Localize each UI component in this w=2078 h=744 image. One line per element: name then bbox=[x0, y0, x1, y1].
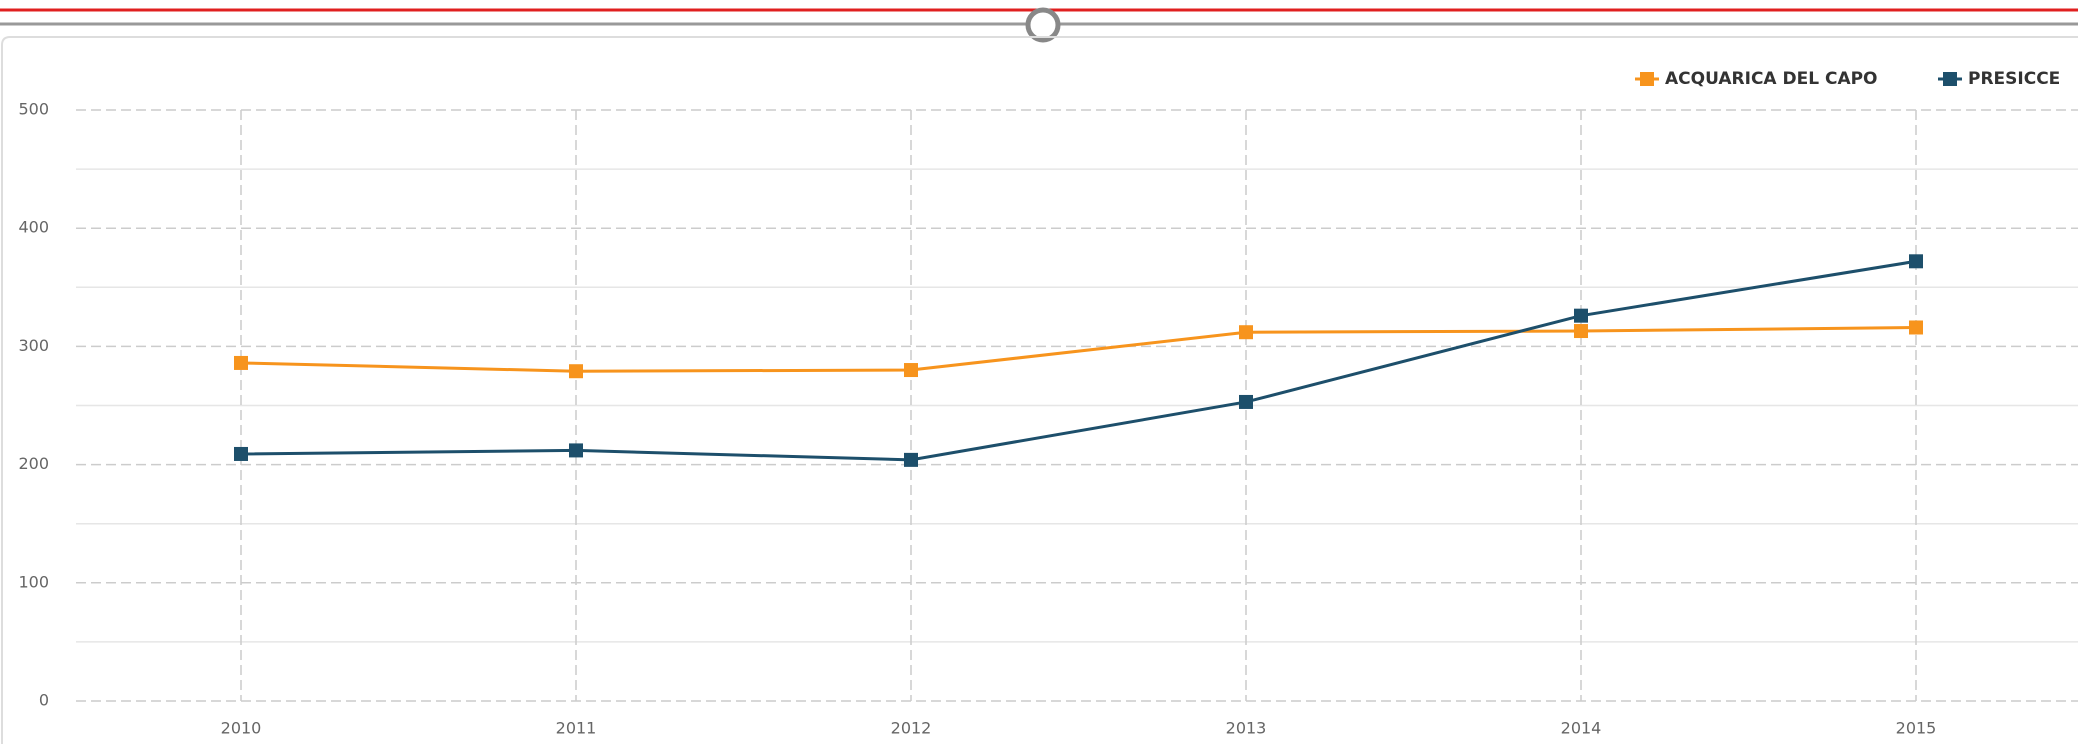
point-marker bbox=[904, 452, 918, 467]
y-tick-label: 0 bbox=[39, 691, 49, 710]
legend-label: PRESICCE bbox=[1968, 69, 2060, 89]
point-marker bbox=[234, 446, 248, 461]
point-marker bbox=[1574, 308, 1588, 323]
y-tick-label: 500 bbox=[18, 100, 49, 119]
series-line bbox=[240, 325, 1917, 373]
legend-label: ACQUARICA DEL CAPO bbox=[1665, 69, 1878, 89]
point-marker bbox=[569, 364, 583, 379]
x-tick-label: 2015 bbox=[1896, 719, 1937, 738]
point-marker bbox=[234, 355, 248, 370]
point-marker bbox=[1574, 324, 1588, 339]
point-marker bbox=[904, 363, 918, 378]
x-tick-label: 2012 bbox=[891, 719, 932, 738]
point-marker bbox=[1909, 320, 1923, 335]
y-tick-label: 100 bbox=[18, 572, 49, 591]
x-tick-label: 2013 bbox=[1226, 719, 1267, 738]
x-tick-label: 2014 bbox=[1561, 719, 1602, 738]
point-marker bbox=[1239, 394, 1253, 409]
x-tick-label: 2010 bbox=[221, 719, 262, 738]
legend-marker bbox=[1943, 72, 1957, 86]
point-marker bbox=[569, 443, 583, 458]
card-border bbox=[1, 36, 2078, 744]
resize-handle[interactable] bbox=[1025, 7, 1061, 43]
legend-marker bbox=[1640, 72, 1654, 86]
series-line bbox=[240, 259, 1917, 462]
y-tick-label: 400 bbox=[18, 218, 49, 237]
point-marker bbox=[1909, 254, 1923, 269]
y-tick-label: 200 bbox=[18, 454, 49, 473]
y-tick-label: 300 bbox=[18, 336, 49, 355]
point-marker bbox=[1239, 325, 1253, 340]
x-tick-label: 2011 bbox=[556, 719, 597, 738]
